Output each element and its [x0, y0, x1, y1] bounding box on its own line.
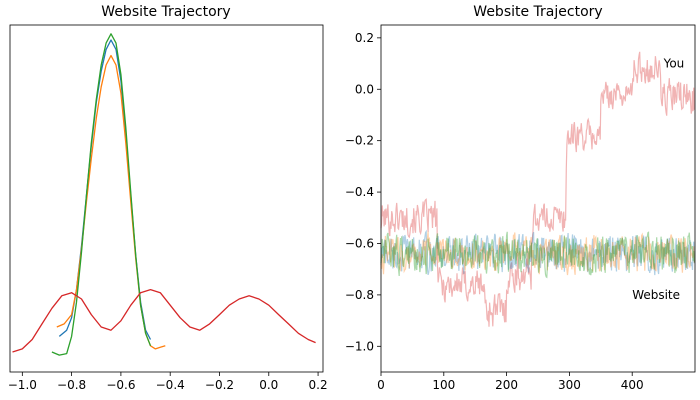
left-x-tick-label: −0.2: [205, 378, 234, 392]
right-x-tick-label: 400: [621, 378, 644, 392]
left-x-tick-label: −0.8: [57, 378, 86, 392]
trace-line-1: [380, 229, 695, 276]
density-line-2: [51, 33, 152, 356]
right-y-tick-label: −1.0: [345, 339, 374, 353]
left-chart-title: Website Trajectory: [101, 4, 230, 20]
right-x-tick-label: 0: [377, 378, 385, 392]
right-annotations: You Website: [632, 57, 684, 302]
right-x-tick-label: 200: [495, 378, 518, 392]
right-y-tick-label: 0.0: [355, 82, 374, 96]
left-x-tick-label: 0.0: [259, 378, 278, 392]
density-line-0: [58, 39, 152, 340]
left-density-lines: [12, 33, 316, 356]
trace-line-3: [380, 231, 695, 279]
density-line-1: [56, 54, 166, 350]
left-x-tick-label: −0.6: [106, 378, 135, 392]
right-y-tick-label: −0.2: [345, 134, 374, 148]
right-axes-frame: [380, 24, 696, 373]
right-y-tick-label: −0.6: [345, 236, 374, 250]
density-line-3: [12, 288, 316, 353]
trace-line-0: [380, 51, 695, 327]
right-chart-title: Website Trajectory: [473, 4, 602, 20]
right-x-axis: 0 100 200 300 400: [377, 372, 644, 392]
right-y-tick-label: −0.8: [345, 288, 374, 302]
trace-line-2: [380, 231, 695, 276]
right-y-axis: −1.0 −0.8 −0.6 −0.4 −0.2 0.0 0.2: [345, 31, 381, 353]
trace-panel: Website Trajectory 0 100 200 300 400 −1.0 −0.…: [345, 4, 696, 392]
left-x-axis: −1.0 −0.8 −0.6 −0.4 −0.2 0.0 0.2: [8, 372, 328, 392]
right-x-tick-label: 300: [558, 378, 581, 392]
right-x-tick-label: 100: [432, 378, 455, 392]
right-y-tick-label: −0.4: [345, 185, 374, 199]
annotation-website: Website: [632, 288, 680, 302]
left-axes-frame: [9, 24, 324, 373]
annotation-you: You: [663, 57, 685, 71]
right-y-tick-label: 0.2: [355, 31, 374, 45]
right-trace-lines: [380, 51, 695, 327]
left-x-tick-label: −0.4: [156, 378, 185, 392]
density-panel: Website Trajectory −1.0 −0.8 −0.6 −0.4 −0.2 0…: [8, 4, 328, 392]
left-x-tick-label: −1.0: [8, 378, 37, 392]
left-x-tick-label: 0.2: [309, 378, 328, 392]
